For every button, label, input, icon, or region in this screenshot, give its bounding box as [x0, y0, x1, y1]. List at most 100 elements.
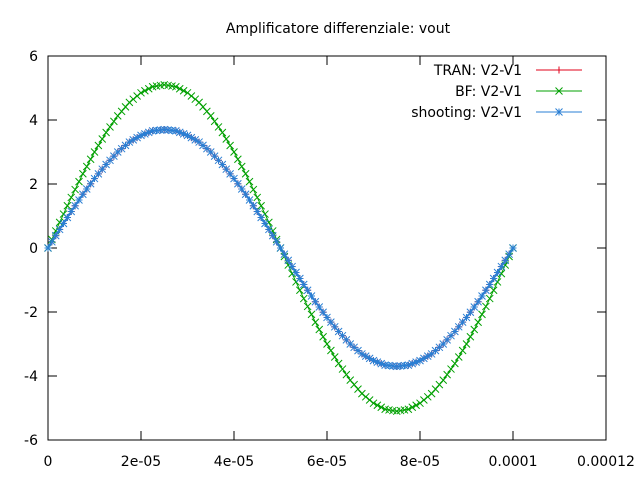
- legend-label: TRAN: V2-V1: [433, 63, 522, 79]
- data-point: [307, 292, 316, 300]
- data-point: [462, 340, 471, 348]
- data-point: [319, 308, 327, 317]
- data-point: [90, 148, 99, 156]
- data-point: [241, 190, 250, 199]
- legend-marker: [555, 66, 563, 74]
- data-point: [249, 185, 258, 194]
- legend-item: BF: V2-V1: [455, 84, 582, 100]
- data-point: [505, 250, 513, 259]
- data-point: [82, 185, 91, 193]
- data-point: [172, 127, 180, 135]
- data-point: [493, 268, 502, 277]
- data-point: [75, 196, 83, 204]
- data-point: [222, 165, 231, 174]
- data-point: [237, 185, 246, 193]
- data-point: [466, 332, 475, 341]
- data-point: [478, 310, 486, 319]
- data-point: [172, 82, 180, 91]
- x-tick-label: 8e-05: [400, 454, 440, 470]
- data-point: [342, 370, 351, 379]
- data-point: [226, 170, 234, 178]
- legend: TRAN: V2-V1 BF: V2-V1 shooting: V2-V1: [411, 63, 582, 121]
- data-point: [86, 155, 95, 164]
- data-point: [98, 165, 107, 174]
- data-point: [451, 327, 459, 336]
- data-point: [144, 84, 153, 93]
- data-point: [210, 117, 219, 126]
- data-point: [509, 244, 517, 252]
- data-point: [404, 405, 413, 414]
- data-point: [296, 274, 304, 283]
- data-point: [276, 244, 285, 252]
- data-point: [307, 310, 316, 319]
- data-point: [439, 376, 448, 385]
- data-point: [67, 207, 76, 216]
- data-point: [110, 117, 118, 126]
- y-axis: -6 -4 -2 0 2 4 6: [24, 49, 606, 449]
- data-point: [272, 237, 281, 246]
- data-point: [327, 318, 335, 326]
- data-point: [299, 294, 308, 303]
- data-point: [303, 286, 312, 295]
- y-tick-label: 2: [29, 177, 38, 193]
- data-point: [63, 201, 72, 210]
- data-point: [63, 213, 72, 222]
- y-tick-label: -6: [24, 433, 38, 449]
- data-point: [280, 250, 289, 259]
- data-point: [474, 318, 482, 327]
- data-point: [253, 207, 262, 216]
- data-point: [412, 401, 420, 410]
- data-point: [443, 370, 451, 379]
- data-point: [245, 177, 254, 186]
- x-tick-label: 0.00012: [577, 454, 635, 470]
- data-point: [327, 346, 335, 355]
- data-point: [408, 403, 417, 412]
- data-point: [86, 179, 95, 188]
- data-point: [369, 399, 378, 408]
- data-point: [222, 135, 231, 143]
- data-point: [478, 292, 486, 300]
- series-2: [44, 125, 517, 371]
- data-point: [303, 302, 312, 311]
- data-point: [230, 148, 238, 156]
- legend-item: shooting: V2-V1: [411, 105, 582, 121]
- data-point: [79, 190, 87, 199]
- data-point: [462, 313, 471, 322]
- data-point: [51, 231, 60, 240]
- data-point: [284, 256, 293, 265]
- data-point: [175, 84, 184, 93]
- chart-title: Amplificatore differenziale: vout: [226, 21, 451, 37]
- data-point: [261, 219, 269, 228]
- data-point: [454, 322, 463, 331]
- data-point: [71, 185, 79, 194]
- data-point: [226, 141, 234, 150]
- data-point: [470, 325, 479, 334]
- data-point: [98, 135, 107, 143]
- data-point: [94, 141, 103, 150]
- data-point: [67, 193, 76, 202]
- legend-marker: [555, 108, 563, 116]
- data-point: [79, 169, 87, 178]
- y-tick-label: 6: [29, 49, 38, 65]
- data-point: [44, 244, 52, 252]
- x-axis: 0 2e-05 4e-05 6e-05 8e-05 0.0001 0.00012: [44, 56, 635, 470]
- data-point: [218, 160, 227, 169]
- data-point: [373, 401, 382, 410]
- data-point: [195, 138, 203, 146]
- data-point: [214, 123, 223, 131]
- data-point: [59, 219, 68, 228]
- data-point: [71, 201, 79, 210]
- data-point: [234, 155, 242, 164]
- data-point: [245, 196, 254, 204]
- data-point: [482, 302, 490, 311]
- data-point: [311, 297, 320, 306]
- data-point: [489, 286, 498, 295]
- data-point: [206, 111, 215, 120]
- data-point: [210, 152, 219, 161]
- data-point: [253, 193, 262, 202]
- data-point: [82, 162, 91, 171]
- data-point: [218, 128, 227, 137]
- data-point: [474, 297, 482, 306]
- data-point: [458, 346, 467, 355]
